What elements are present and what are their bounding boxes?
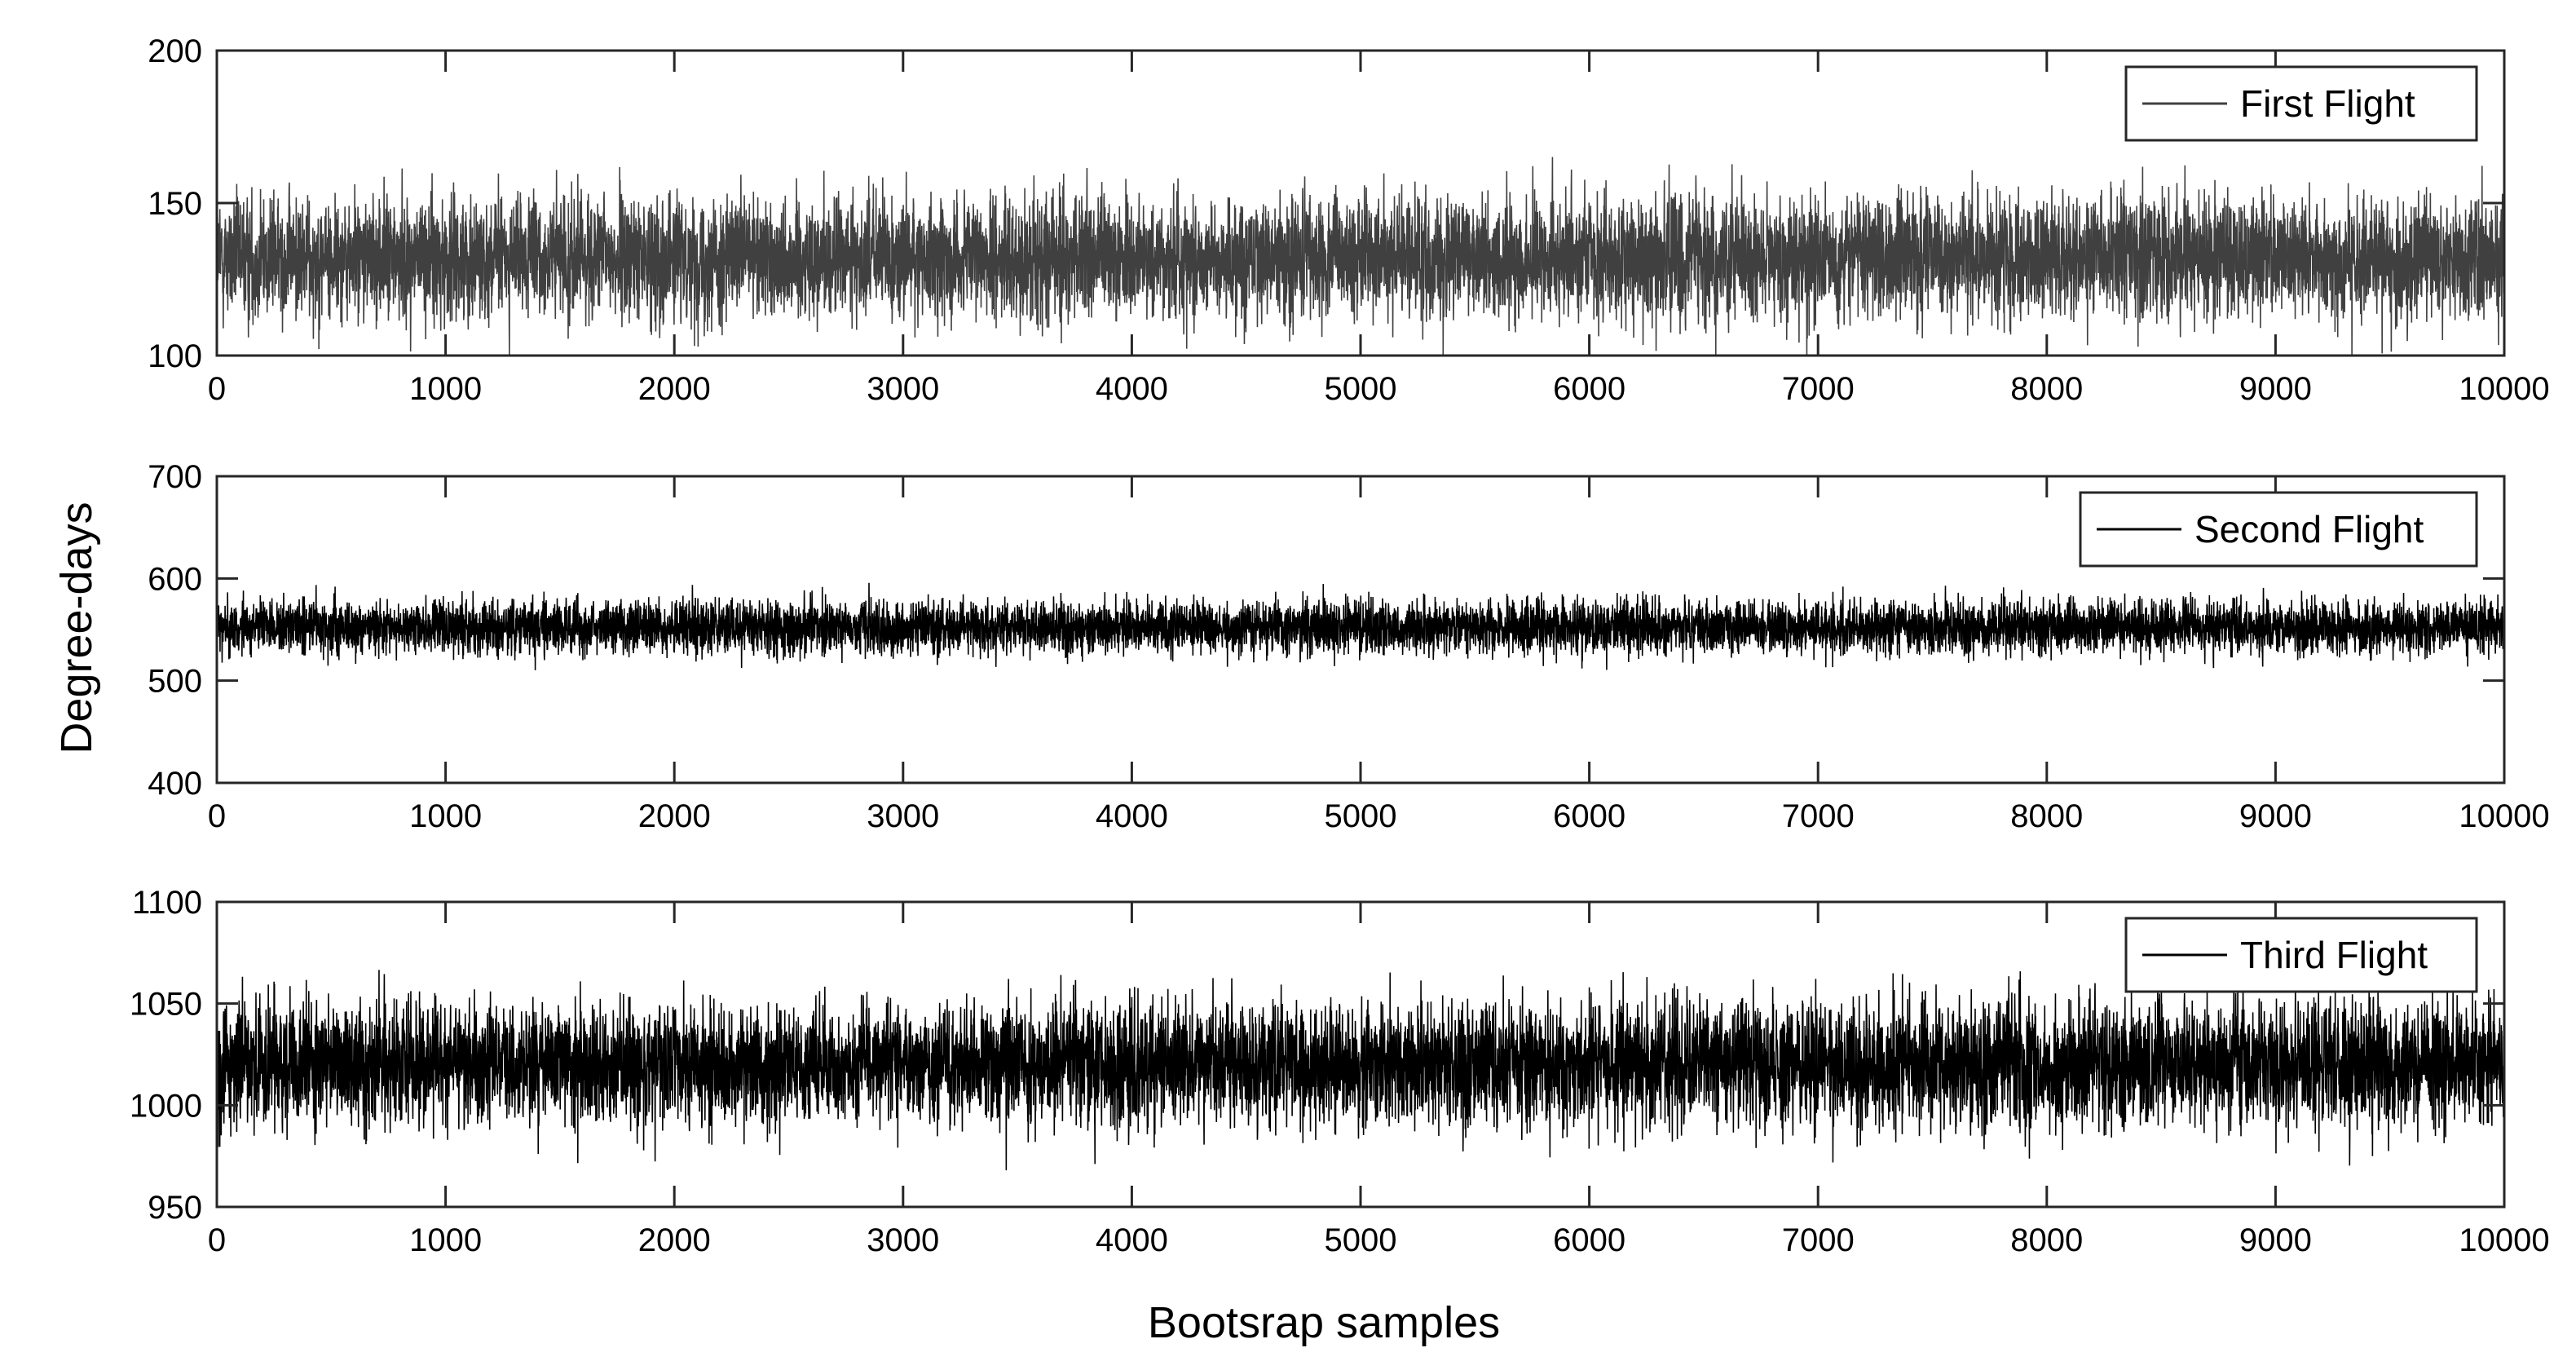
y-axis-title: Degree-days: [52, 502, 101, 754]
x-tick-label-2-9: 9000: [2239, 798, 2312, 834]
x-tick-label-3-9: 9000: [2239, 1222, 2312, 1258]
y-tick-label-3-0: 950: [148, 1190, 202, 1226]
legend-label-1: First Flight: [2240, 82, 2415, 125]
x-tick-label-1-10: 10000: [2459, 371, 2549, 407]
series-line-3: [216, 965, 2505, 1171]
subplot-2: 0 1000 2000 3000 4000 5000 6000 7000 8000 9000 100…: [148, 459, 2549, 834]
x-tick-label-1-2: 2000: [638, 371, 711, 407]
x-tick-label-2-4: 4000: [1096, 798, 1168, 834]
x-tick-label-2-7: 7000: [1782, 798, 1855, 834]
y-tick-label-1-2: 200: [148, 33, 202, 69]
y-tick-label-3-2: 1050: [130, 987, 202, 1023]
x-tick-label-1-6: 6000: [1553, 371, 1625, 407]
legend-3: Third Flight: [2124, 917, 2478, 993]
subplot-3: 0 1000 2000 3000 4000 5000 6000 7000 8000 9000 100…: [130, 885, 2550, 1258]
x-tick-label-1-5: 5000: [1325, 371, 1397, 407]
y-tick-label-3-3: 1100: [132, 885, 202, 921]
x-tick-label-2-3: 3000: [867, 798, 939, 834]
y-tick-label-2-1: 500: [148, 664, 202, 700]
x-tick-label-1-0: 0: [208, 371, 226, 407]
x-tick-label-2-2: 2000: [638, 798, 711, 834]
legend-1: First Flight: [2124, 65, 2478, 142]
x-tick-label-3-0: 0: [208, 1222, 226, 1258]
y-tick-label-3-1: 1000: [130, 1088, 202, 1124]
x-axis-title: Bootsrap samples: [1148, 1298, 1500, 1347]
legend-label-3: Third Flight: [2240, 934, 2428, 976]
x-tick-label-3-4: 4000: [1096, 1222, 1168, 1258]
x-tick-label-2-0: 0: [208, 798, 226, 834]
x-tick-label-3-3: 3000: [867, 1222, 939, 1258]
y-tick-label-2-0: 400: [148, 766, 202, 802]
x-tick-label-2-10: 10000: [2459, 798, 2549, 834]
x-tick-label-1-8: 8000: [2010, 371, 2083, 407]
x-tick-label-1-9: 9000: [2239, 371, 2312, 407]
x-tick-label-1-1: 1000: [409, 371, 482, 407]
y-tick-label-1-0: 100: [148, 338, 202, 374]
x-tick-label-2-5: 5000: [1325, 798, 1397, 834]
series-line-2: [216, 582, 2505, 670]
x-tick-label-3-10: 10000: [2459, 1222, 2549, 1258]
series-line-1: [216, 157, 2505, 356]
legend-2: Second Flight: [2079, 491, 2478, 568]
x-tick-label-1-4: 4000: [1096, 371, 1168, 407]
y-tick-label-1-1: 150: [148, 186, 202, 222]
y-tick-label-2-2: 600: [148, 561, 202, 597]
x-tick-label-3-2: 2000: [638, 1222, 711, 1258]
x-tick-label-3-7: 7000: [1782, 1222, 1855, 1258]
x-tick-label-2-1: 1000: [409, 798, 482, 834]
x-tick-label-3-5: 5000: [1325, 1222, 1397, 1258]
x-tick-label-3-6: 6000: [1553, 1222, 1625, 1258]
legend-label-2: Second Flight: [2194, 508, 2424, 550]
subplot-1: 0 1000 2000 3000 4000 5000 6000 7000 8000 9000 100…: [148, 33, 2549, 407]
x-tick-label-3-1: 1000: [409, 1222, 482, 1258]
y-tick-label-2-3: 700: [148, 459, 202, 495]
x-tick-label-1-7: 7000: [1782, 371, 1855, 407]
x-tick-label-2-6: 6000: [1553, 798, 1625, 834]
subplots: 0 1000 2000 3000 4000 5000 6000 7000 8000 9000 100…: [130, 33, 2550, 1258]
x-tick-label-2-8: 8000: [2010, 798, 2083, 834]
x-tick-label-1-3: 3000: [867, 371, 939, 407]
x-tick-label-3-8: 8000: [2010, 1222, 2083, 1258]
